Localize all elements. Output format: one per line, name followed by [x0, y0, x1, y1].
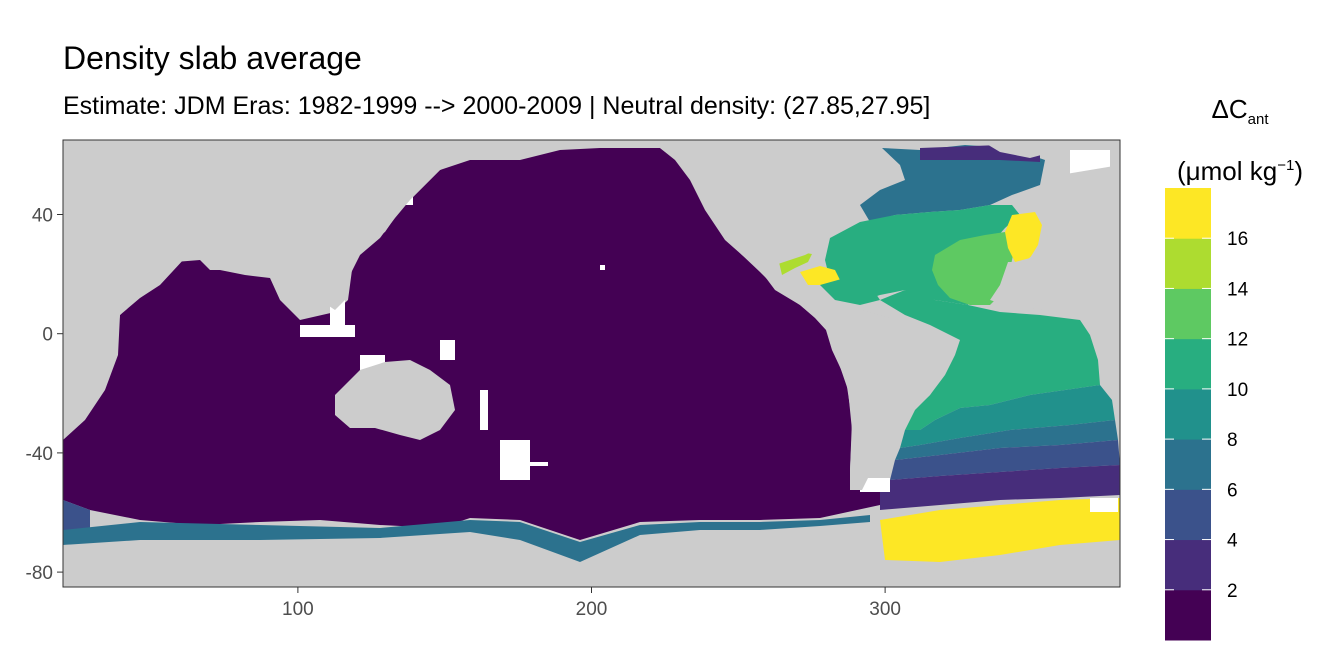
y-tick-label: 40 — [32, 206, 53, 227]
map-subtitle: Estimate: JDM Eras: 1982-1999 --> 2000-2… — [63, 92, 931, 120]
land-asia — [255, 140, 600, 310]
ocean-region-south-atlantic-45s — [895, 420, 1118, 460]
continents — [63, 140, 1120, 587]
ocean-region-south-atlantic-50s — [890, 440, 1120, 480]
legend-color-swatch — [1165, 539, 1211, 591]
legend-value-label: 4 — [1227, 531, 1238, 552]
ocean-region-weddell-sea — [880, 498, 1120, 562]
land-south-america — [826, 310, 955, 490]
legend-value-label: 6 — [1227, 480, 1238, 501]
legend-color-swatch — [1165, 238, 1211, 289]
legend-value-label: 12 — [1227, 330, 1248, 351]
legend-color-swatch — [1165, 388, 1211, 440]
legend-unit-open: (μmol kg — [1177, 156, 1278, 186]
legend-value-label: 8 — [1227, 430, 1238, 451]
legend-value-label: 14 — [1227, 279, 1249, 300]
y-axis: 40 0 -40 -80 — [26, 206, 63, 584]
legend-color-swatch — [1165, 338, 1211, 390]
land-africa — [63, 140, 280, 440]
x-axis: 100 200 300 — [282, 587, 901, 620]
land-antarctica — [63, 525, 1120, 587]
legend-color-swatch — [1165, 589, 1211, 641]
ocean-region-pacific-indian — [63, 148, 880, 540]
x-tick-label: 100 — [282, 599, 314, 620]
ocean-region-south-atlantic — [880, 290, 1100, 430]
legend-color-swatch — [1165, 188, 1211, 239]
ocean-region-iberian-margin — [1005, 212, 1042, 262]
legend-value-label: 10 — [1227, 380, 1248, 401]
ocean-region-south-atlantic-40s — [900, 385, 1115, 448]
y-tick-label: -80 — [26, 563, 53, 584]
legend-title-main: ΔC — [1211, 94, 1248, 124]
legend-color-swatch — [1165, 489, 1211, 541]
legend-color-swatch — [1165, 288, 1211, 340]
y-tick-label: -40 — [26, 444, 53, 465]
y-tick-label: 0 — [42, 325, 53, 346]
land-europe-africa-east — [990, 165, 1120, 320]
x-tick-label: 200 — [576, 599, 608, 620]
legend-unit-close: ) — [1294, 156, 1303, 186]
legend-title-sub: ant — [1247, 111, 1269, 128]
ocean-region-south-atlantic-55s — [880, 465, 1120, 510]
legend-title: ΔCant (μmol kg−1) — [1155, 86, 1325, 194]
ocean-region-caribbean — [800, 266, 840, 285]
land-north-america — [660, 140, 885, 320]
legend-color-swatch — [1165, 439, 1211, 490]
ocean-layer — [63, 140, 1120, 587]
map-title: Density slab average — [63, 40, 362, 76]
x-tick-label: 300 — [869, 599, 901, 620]
land-greenland — [980, 140, 1070, 158]
ocean-region-atlantic-gyre — [932, 232, 1015, 305]
ocean-region-antarctic-margin — [63, 515, 870, 562]
legend-unit-exp: −1 — [1277, 157, 1295, 174]
legend-labels: 16 14 12 10 8 6 4 2 — [1165, 229, 1249, 602]
legend-colorbar — [1165, 188, 1211, 641]
legend-value-label: 2 — [1227, 581, 1238, 602]
legend-value-label: 16 — [1227, 229, 1248, 250]
ocean-region-caribbean-outer — [820, 278, 880, 305]
land-australia — [335, 360, 455, 440]
ocean-region-atlantic-subpolar — [860, 145, 1045, 222]
